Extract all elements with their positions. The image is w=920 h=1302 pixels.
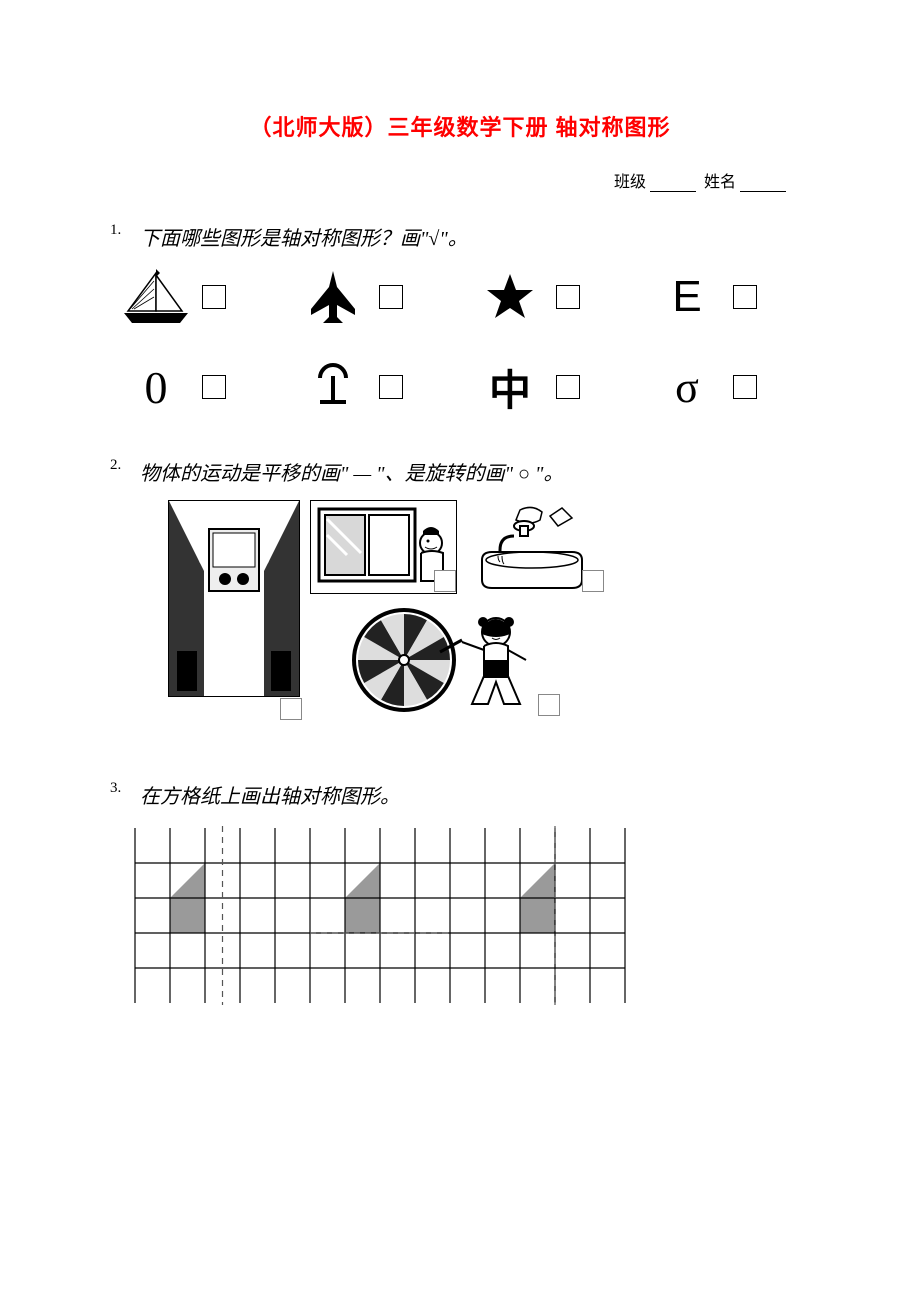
question-1: 1. 下面哪些图形是轴对称图形？画"√"。 xyxy=(110,222,810,417)
grid-svg xyxy=(130,823,630,1008)
q1-item-zhong: 中 xyxy=(474,357,633,417)
wheel-panel xyxy=(340,604,560,714)
letter-e-icon: E xyxy=(651,267,723,327)
q3-text: 在方格纸上画出轴对称图形。 xyxy=(140,786,400,808)
class-blank[interactable] xyxy=(650,191,696,192)
q1-checkbox-1[interactable] xyxy=(202,285,226,309)
name-label: 姓名 xyxy=(704,174,736,191)
q1-checkbox-2[interactable] xyxy=(379,285,403,309)
worksheet-title: （北师大版）三年级数学下册 轴对称图形 xyxy=(110,110,810,142)
class-label: 班级 xyxy=(614,174,646,191)
q1-row-1: E xyxy=(120,267,810,327)
sailboat-icon xyxy=(120,267,192,327)
escalator-panel xyxy=(168,500,300,697)
q1-checkbox-5[interactable] xyxy=(202,375,226,399)
q1-number: 1. xyxy=(110,222,136,239)
q1-checkbox-6[interactable] xyxy=(379,375,403,399)
q1-row-2: 0 中 σ xyxy=(120,357,810,417)
q2-text: 物体的运动是平移的画" — "、是旋转的画" ○ "。 xyxy=(140,463,563,485)
q1-item-zero: 0 xyxy=(120,357,279,417)
sigma-icon: σ xyxy=(651,357,723,417)
q1-item-letter-e: E xyxy=(651,267,810,327)
airplane-icon xyxy=(297,267,369,327)
q1-item-lamp xyxy=(297,357,456,417)
q2-answer-box-1[interactable] xyxy=(280,698,302,720)
digit-zero-icon: 0 xyxy=(120,357,192,417)
q1-checkbox-8[interactable] xyxy=(733,375,757,399)
q3-grid[interactable] xyxy=(130,823,810,1013)
escalator-icon xyxy=(169,501,299,696)
lamp-symbol-icon xyxy=(297,357,369,417)
q1-item-sigma: σ xyxy=(651,357,810,417)
q1-checkbox-3[interactable] xyxy=(556,285,580,309)
q1-item-sailboat xyxy=(120,267,279,327)
wheel-icon xyxy=(340,604,560,714)
zhong-char-icon: 中 xyxy=(474,357,546,417)
q1-text: 下面哪些图形是轴对称图形？画"√"。 xyxy=(140,228,468,250)
q2-number: 2. xyxy=(110,457,136,474)
student-info-line: 班级 姓名 xyxy=(110,168,810,192)
q2-answer-box-3[interactable] xyxy=(582,570,604,592)
q1-item-star xyxy=(474,267,633,327)
q2-panels-area xyxy=(140,500,660,740)
q1-item-airplane xyxy=(297,267,456,327)
name-blank[interactable] xyxy=(740,191,786,192)
q1-checkbox-7[interactable] xyxy=(556,375,580,399)
q2-answer-box-4[interactable] xyxy=(538,694,560,716)
star-icon xyxy=(474,267,546,327)
question-2: 2. 物体的运动是平移的画" — "、是旋转的画" ○ "。 xyxy=(110,457,810,740)
q2-answer-box-2[interactable] xyxy=(434,570,456,592)
q1-checkbox-4[interactable] xyxy=(733,285,757,309)
question-3: 3. 在方格纸上画出轴对称图形。 xyxy=(110,780,810,1013)
q3-number: 3. xyxy=(110,780,136,797)
